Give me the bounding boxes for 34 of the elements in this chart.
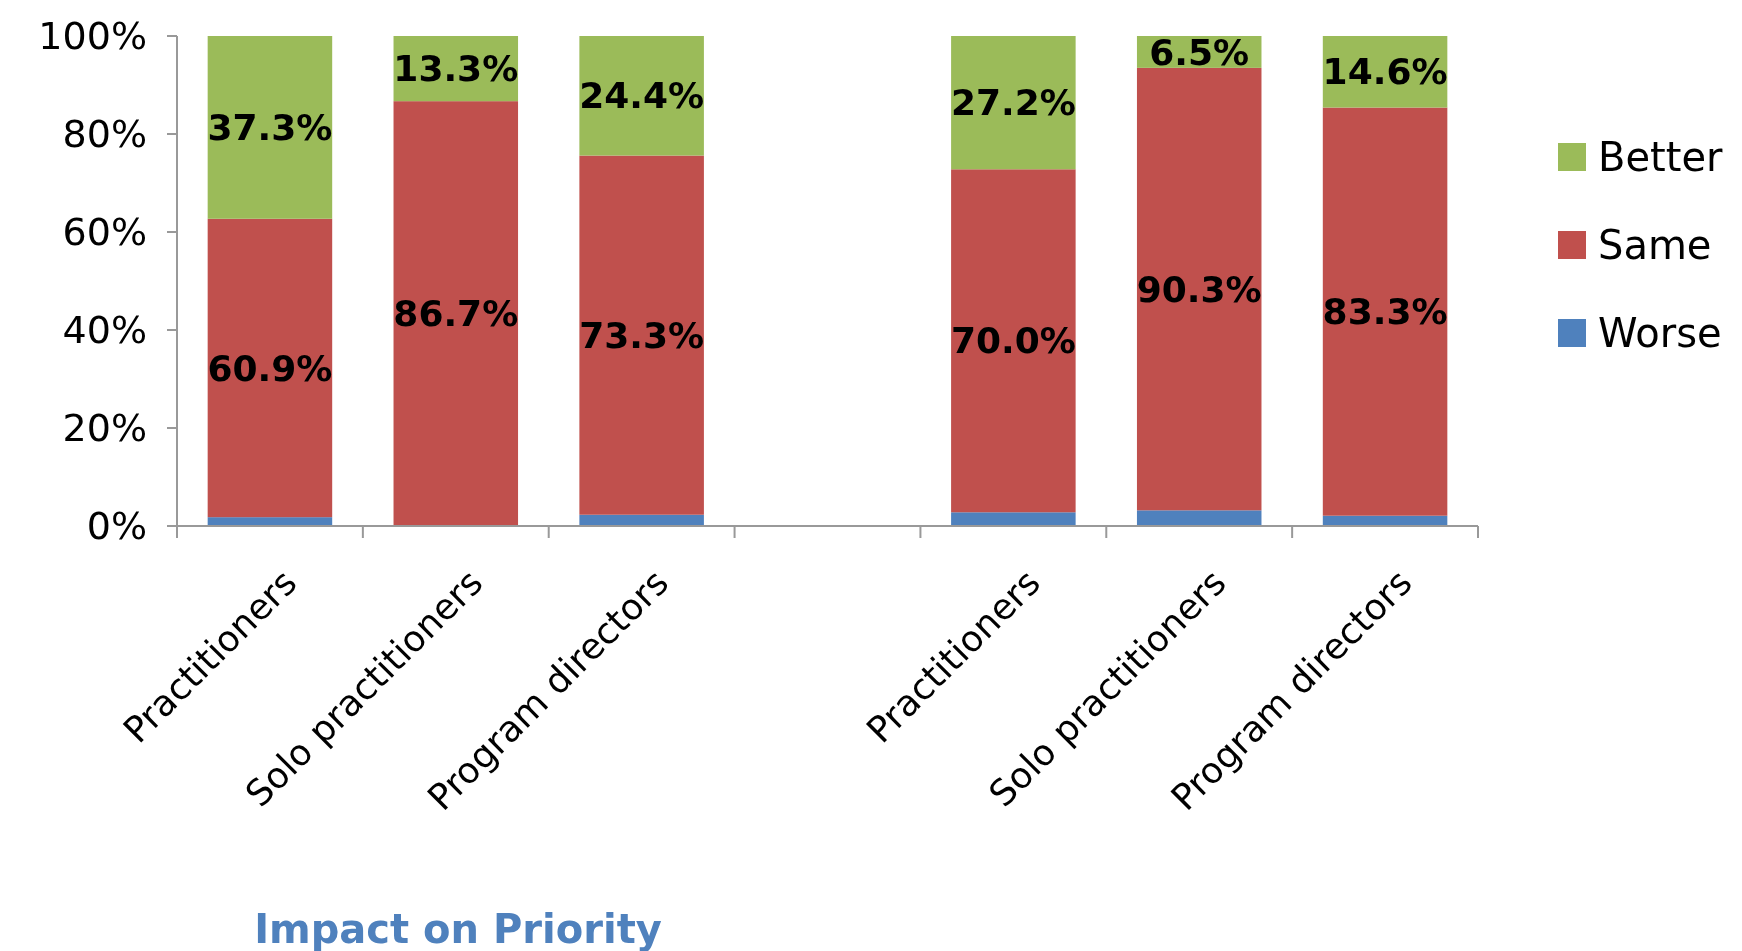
bar	[951, 36, 1076, 170]
y-tick-label: 20%	[62, 406, 147, 451]
y-tick-label: 100%	[38, 14, 147, 59]
bar	[1136, 510, 1262, 526]
data-label: 27.2%	[950, 82, 1076, 124]
bar	[207, 36, 333, 219]
bar	[1322, 107, 1448, 516]
legend-label: Worse	[1598, 310, 1722, 356]
y-tick-label: 80%	[62, 112, 147, 157]
bar	[207, 517, 333, 526]
data-label: 6.5%	[1149, 31, 1250, 73]
y-tick-label: 60%	[62, 210, 147, 255]
y-tick-label: 40%	[62, 308, 147, 353]
data-label: 70.0%	[950, 320, 1076, 362]
bar	[579, 36, 704, 156]
bar	[579, 155, 704, 515]
bar	[951, 512, 1076, 526]
legend-label: Better	[1598, 134, 1724, 180]
bar	[393, 101, 519, 526]
data-label: 60.9%	[207, 347, 333, 389]
data-label: 13.3%	[393, 48, 519, 90]
data-label: 73.3%	[579, 314, 705, 356]
bar	[951, 169, 1076, 513]
data-label: 83.3%	[1322, 291, 1448, 333]
text: Impact on Priority	[254, 906, 662, 951]
data-label: 86.7%	[393, 293, 519, 335]
bar	[1136, 67, 1262, 511]
data-label: 14.6%	[1322, 51, 1448, 93]
y-tick-label: 0%	[86, 504, 147, 549]
legend-label: Same	[1598, 222, 1712, 268]
data-label: 90.3%	[1136, 268, 1262, 310]
bar	[207, 218, 333, 518]
data-label: 37.3%	[207, 106, 333, 148]
data-label: 24.4%	[579, 75, 705, 117]
